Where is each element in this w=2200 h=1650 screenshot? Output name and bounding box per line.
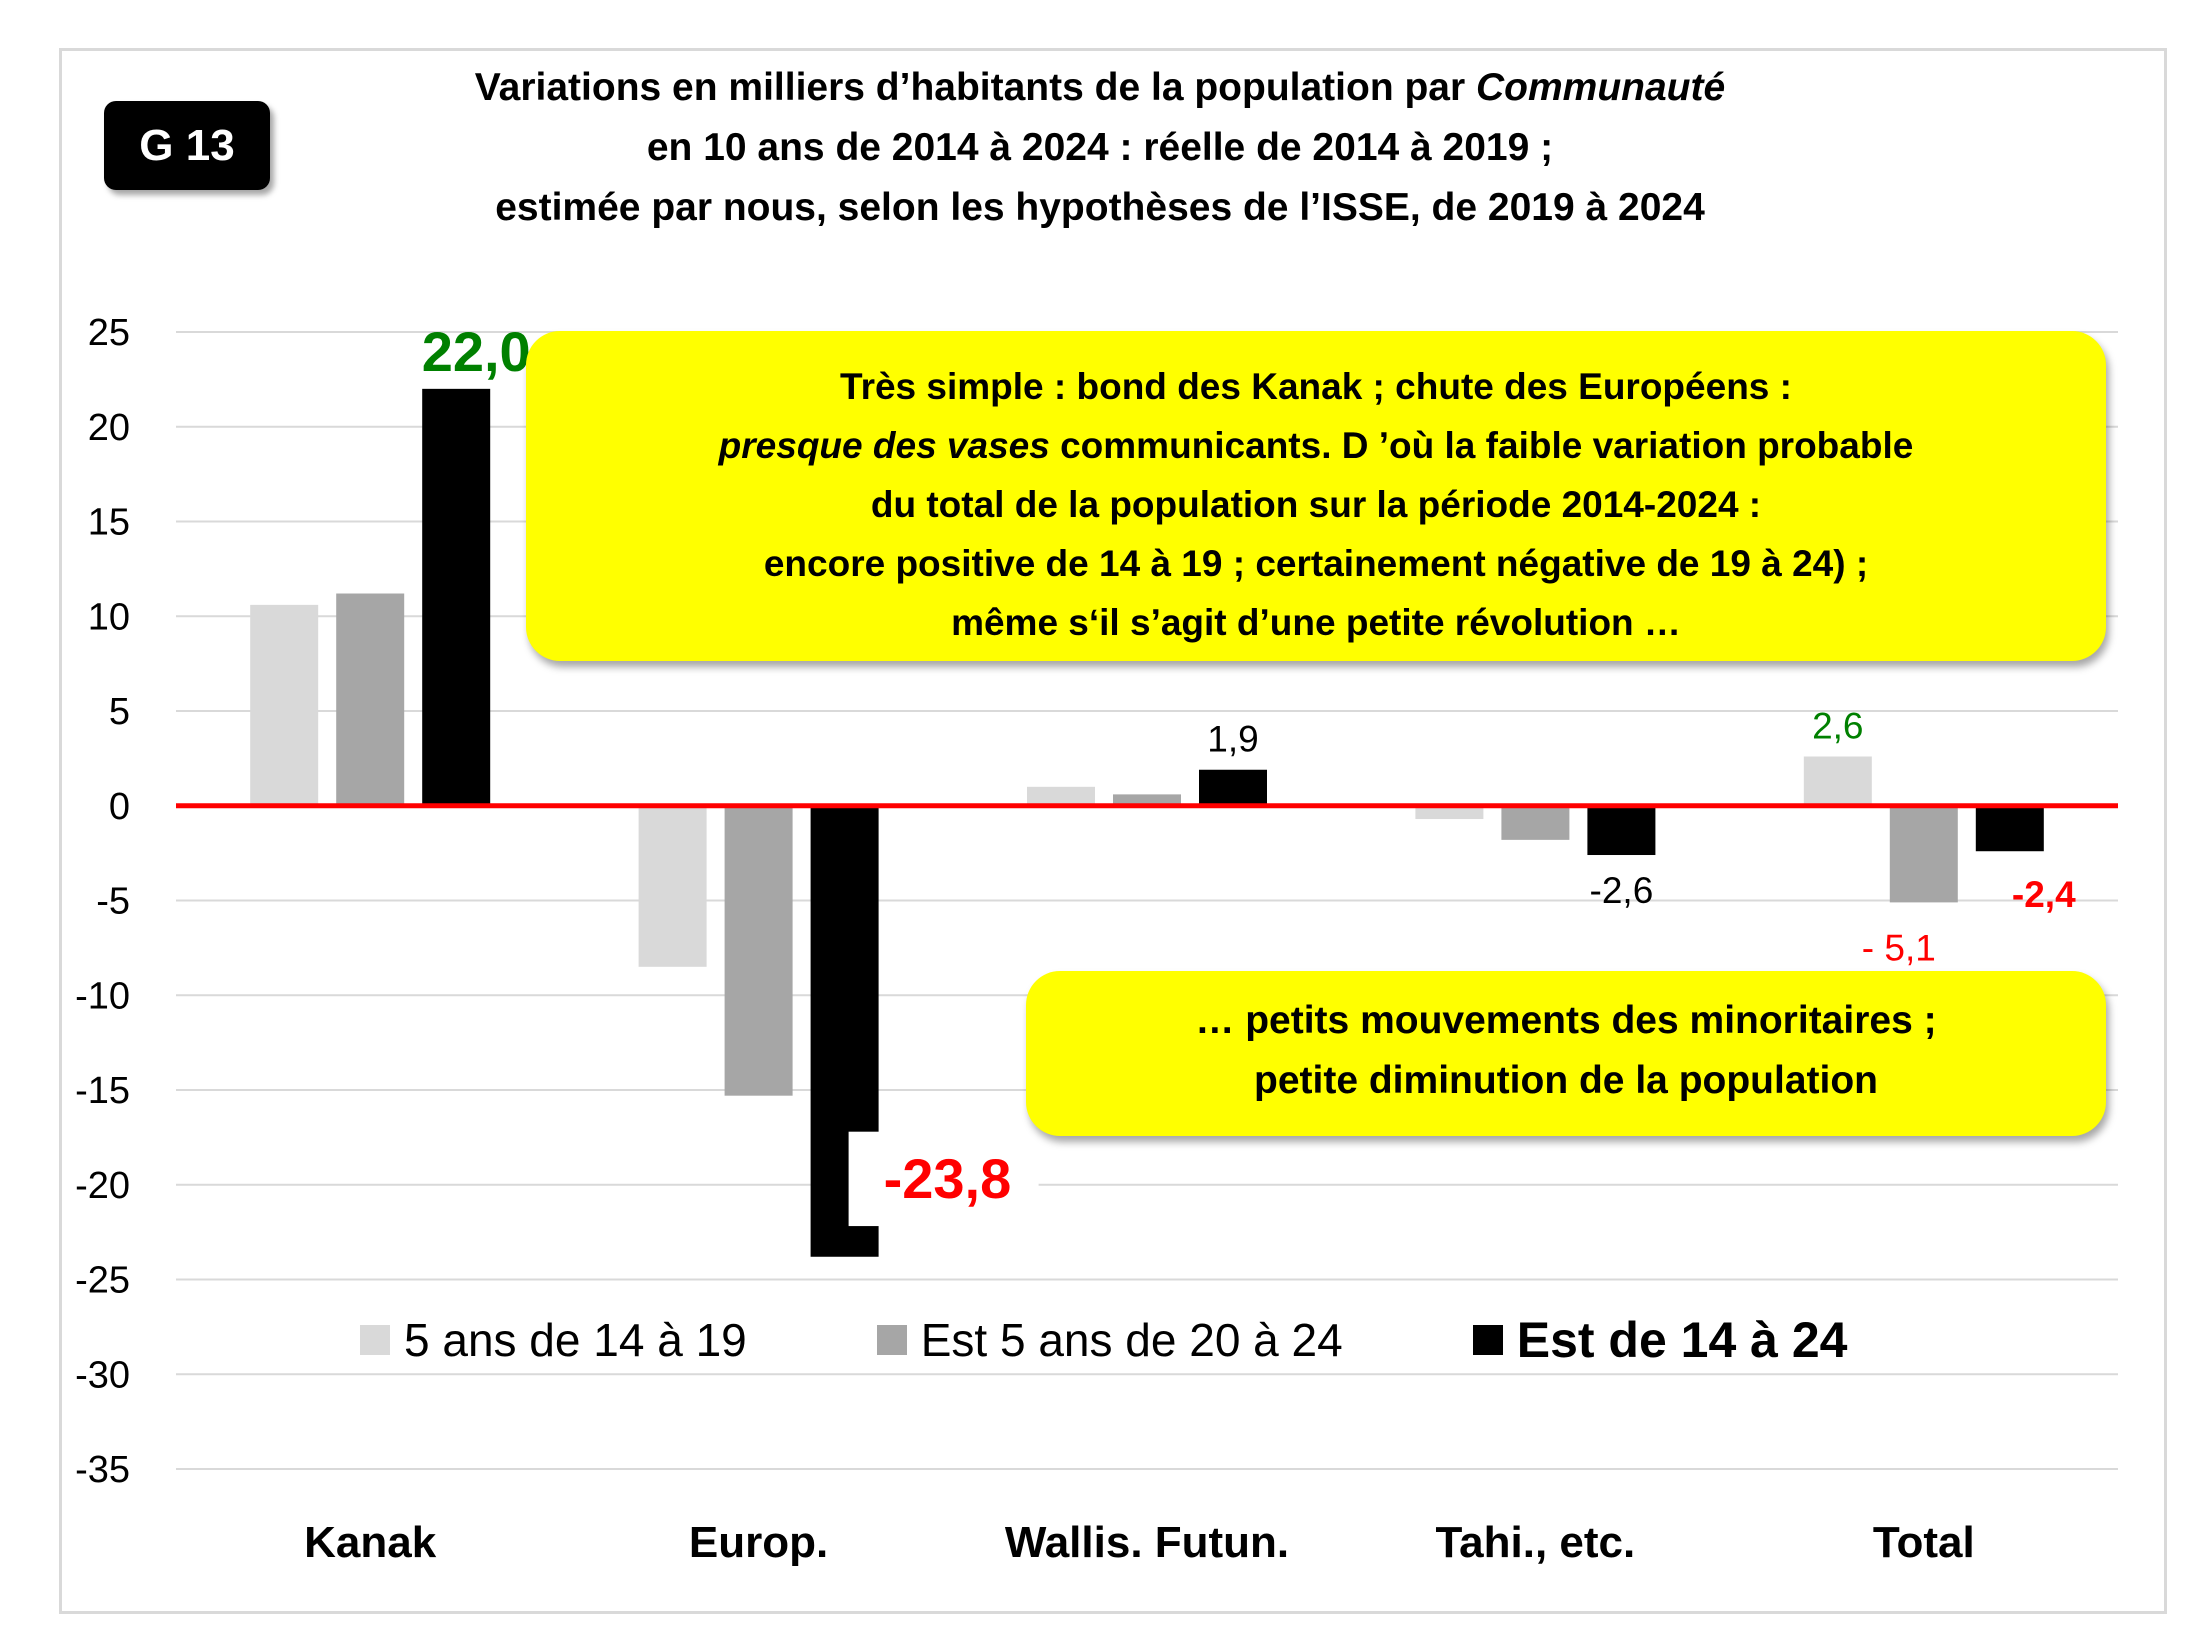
callout-minorities-line-1: … petits mouvements des minoritaires ; [1195,999,1937,1042]
bar-3 [1975,805,2044,852]
title-line-1-italic: Communauté [1476,66,1726,109]
x-category-label: Wallis. Futun. [1005,1518,1289,1567]
bar-1 [638,805,707,967]
chart-legend: 5 ans de 14 à 19 Est 5 ans de 20 à 24 Es… [360,1305,1847,1375]
data-label: 1,9 [1207,719,1258,760]
legend-item-5-ans-14-19: 5 ans de 14 à 19 [360,1313,747,1367]
y-tick-label: 25 [88,312,130,354]
data-label: -23,8 [884,1147,1012,1210]
bar-2 [724,805,793,1096]
bar-1 [1415,805,1484,820]
callout-main-line-4: encore positive de 14 à 19 ; certainemen… [763,543,1869,584]
y-tick-label: 15 [88,502,130,544]
data-label: -2,4 [2012,874,2076,915]
y-tick-label: -20 [75,1165,130,1207]
legend-item-est-5-ans-20-24: Est 5 ans de 20 à 24 [876,1313,1343,1367]
legend-swatch [876,1325,907,1355]
bar-1 [1027,786,1095,806]
data-label: -2,6 [1590,870,1654,911]
title-line-1-text: Variations en milliers d’habitants de la… [474,66,1476,109]
callout-minorities-line-2: petite diminution de la population [1254,1059,1878,1102]
y-tick-label: -5 [96,881,130,923]
bar-3 [422,388,491,806]
legend-swatch [360,1325,390,1355]
x-category-label: Europ. [689,1518,828,1567]
bar-2 [336,593,405,806]
chart-frame [59,48,2167,1614]
callout-main-line-5: même s‘il s’agit d’une petite révolution… [951,602,1681,643]
bar-3 [1587,805,1656,856]
y-tick-label: -10 [75,975,130,1017]
y-tick-label: 20 [88,407,130,449]
legend-item-est-14-24: Est de 14 à 24 [1472,1311,1848,1369]
y-tick-label: -35 [75,1449,130,1491]
callout-main-line-1: Très simple : bond des Kanak ; chute des… [840,366,1792,407]
legend-swatch [1472,1325,1503,1355]
bar-1 [1803,756,1872,806]
y-tick-label: -15 [75,1070,130,1112]
bar-2 [1113,794,1181,806]
data-label-backing [848,1131,1039,1227]
legend-label: Est de 14 à 24 [1516,1312,1848,1368]
title-line-3: estimée par nous, selon les hypothèses d… [495,186,1705,229]
chart-title: Variations en milliers d’habitants de la… [380,58,1820,238]
data-label: 22,0 [422,320,531,383]
x-category-label: Tahi., etc. [1436,1518,1636,1567]
y-tick-label: -25 [75,1260,130,1302]
y-tick-label: -30 [75,1354,130,1396]
data-label: - 5,1 [1862,927,1936,968]
callout-main: Très simple : bond des Kanak ; chute des… [526,331,2106,661]
bar-1 [250,604,319,806]
y-tick-label: 5 [109,691,130,733]
y-tick-label: 10 [88,596,130,638]
x-category-label: Total [1873,1518,1975,1567]
callout-main-line-2-italic: presque des vases [718,425,1050,466]
bar-2 [1889,805,1958,903]
x-category-label: Kanak [304,1518,437,1567]
title-line-1: Variations en milliers d’habitants de la… [380,58,1820,118]
bar-2 [1501,805,1570,840]
figure-badge: G 13 [104,101,270,190]
callout-minorities: … petits mouvements des minoritaires ; p… [1026,971,2106,1136]
bar-3 [1199,769,1267,806]
title-line-2: en 10 ans de 2014 à 2024 : réelle de 201… [646,126,1554,169]
legend-label: 5 ans de 14 à 19 [404,1314,747,1366]
legend-label: Est 5 ans de 20 à 24 [920,1314,1343,1366]
callout-main-line-2: presque des vases communicants. D ’où la… [526,416,2106,475]
callout-main-line-2-text: communicants. D ’où la faible variation … [1049,425,1914,466]
data-label: 2,6 [1812,705,1863,746]
callout-main-line-3: du total de la population sur la période… [870,484,1762,525]
y-tick-label: 0 [109,786,130,828]
